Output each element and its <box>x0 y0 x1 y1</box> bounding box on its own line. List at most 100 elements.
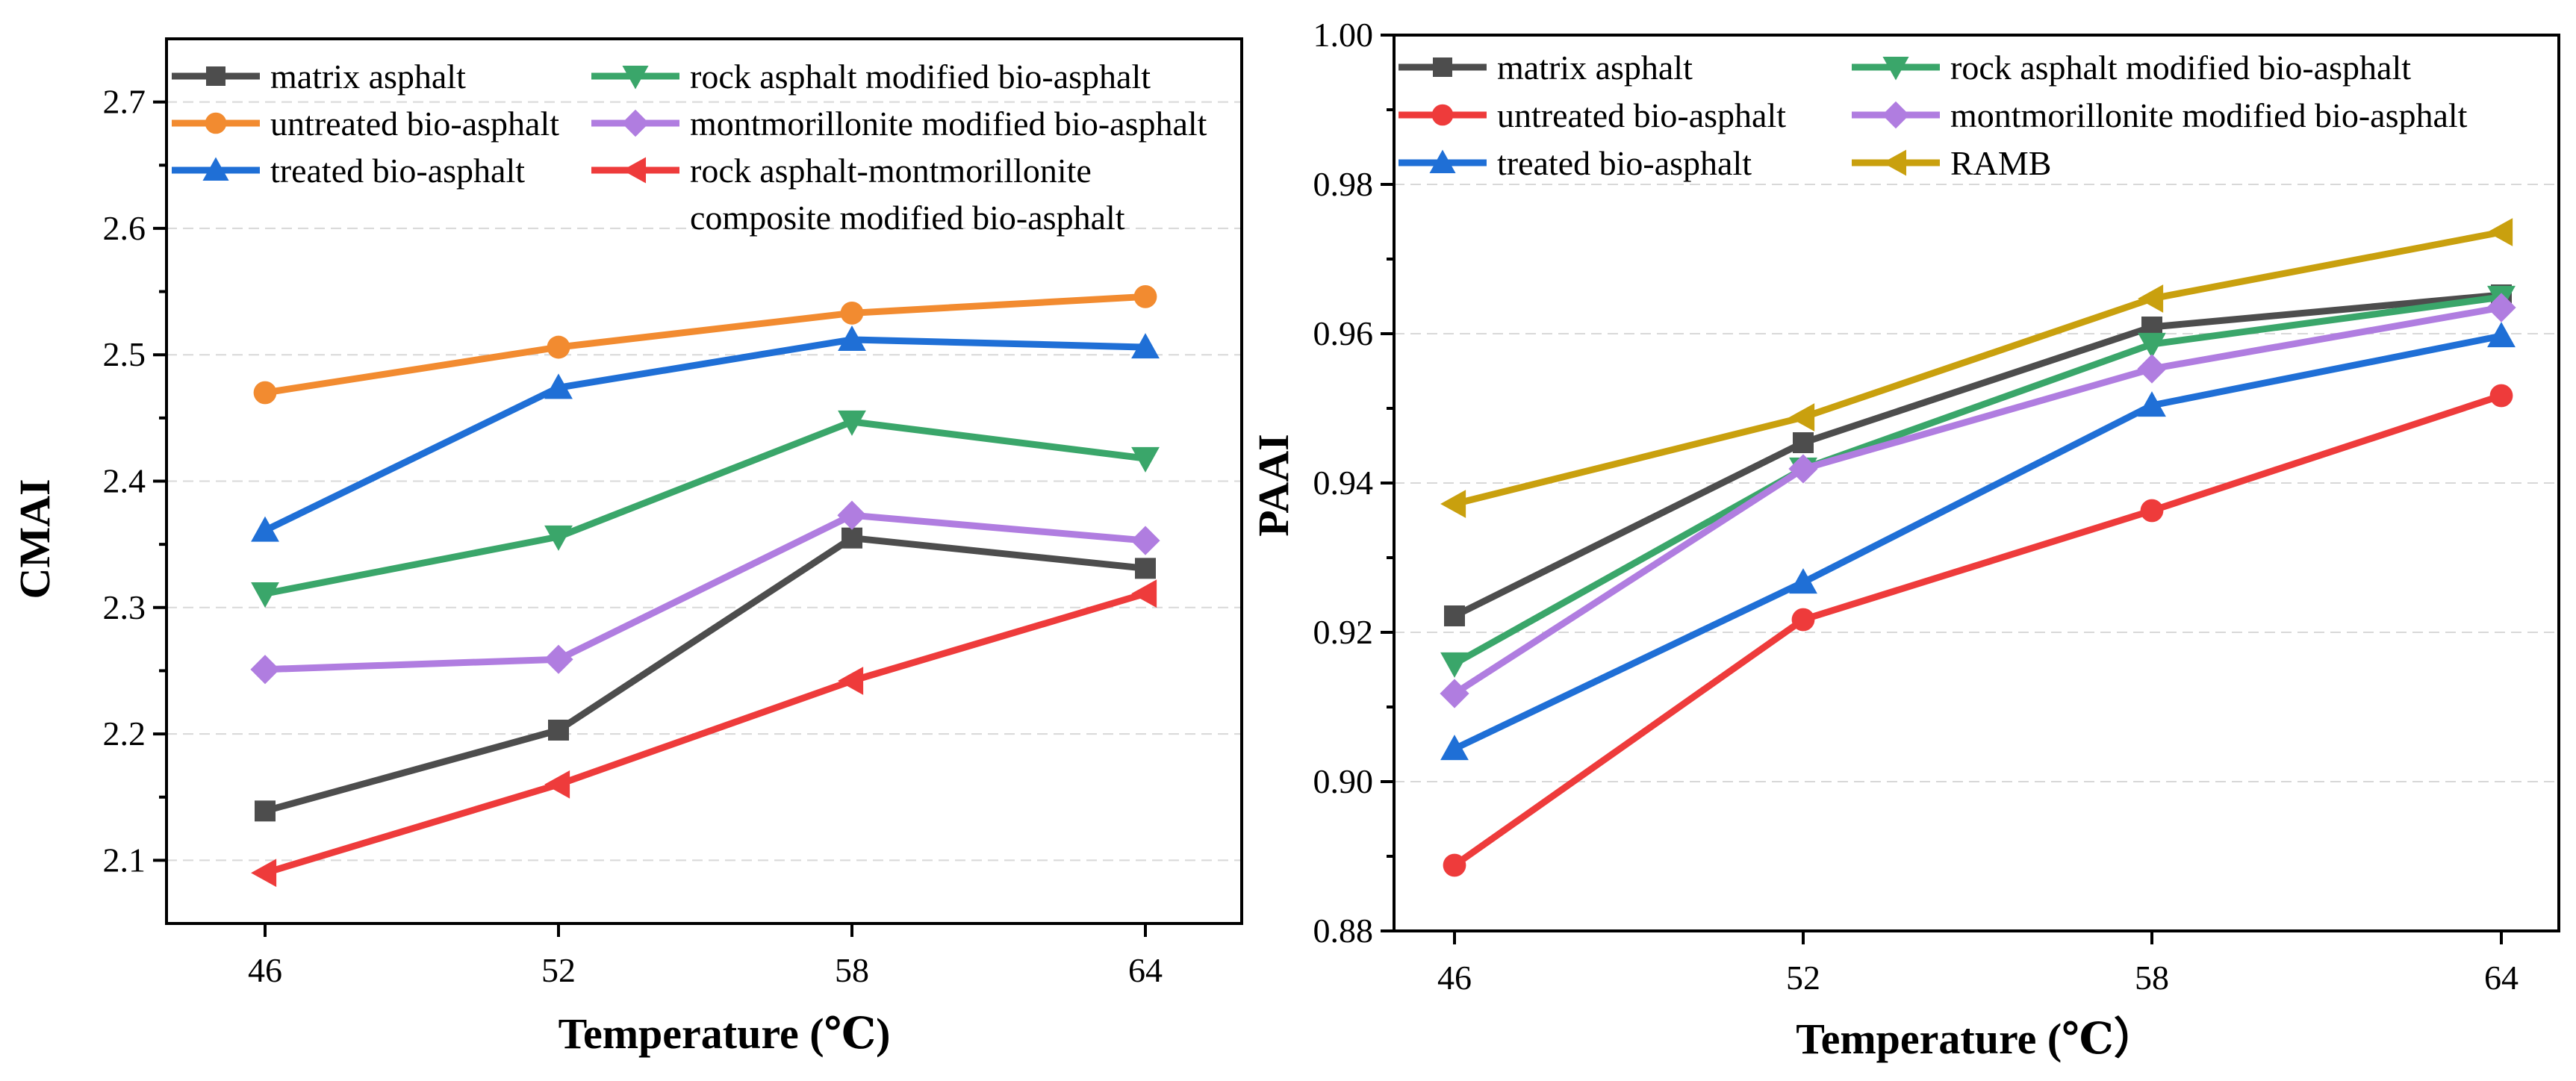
y-tick-label: 0.92 <box>1313 613 1374 651</box>
series-line <box>1452 293 2502 667</box>
series-line <box>1452 291 2502 620</box>
y-axis-title: PAAI <box>1249 434 1298 536</box>
legend-marker <box>206 66 225 86</box>
x-axis-title: Temperature (℃) <box>559 1009 891 1058</box>
data-point <box>1443 853 1466 877</box>
legend-marker <box>202 157 229 181</box>
series-line <box>264 535 1146 814</box>
series-treated-bio-asphalt <box>251 325 1160 542</box>
legend-marker <box>1433 57 1452 77</box>
data-point <box>544 770 570 799</box>
series-rock-asphalt-montmorillonite-composite-modified-bio-asphalt <box>251 579 1157 888</box>
legend-label: treated bio-asphalt <box>270 152 525 190</box>
series-line <box>264 293 1146 396</box>
series-ramb <box>1440 218 2513 518</box>
legend-label: rock asphalt-montmorillonite <box>690 152 1092 190</box>
data-point <box>838 667 864 695</box>
legend-marker <box>1882 101 1910 129</box>
x-tick-label: 64 <box>2484 959 2519 997</box>
data-point <box>1135 558 1156 579</box>
data-point <box>838 410 866 436</box>
data-point <box>2138 391 2166 417</box>
y-tick-label: 0.90 <box>1313 762 1374 800</box>
x-tick-label: 52 <box>541 951 576 989</box>
series-line <box>1452 304 2502 697</box>
data-point <box>1440 652 1469 678</box>
legend-marker <box>622 65 649 90</box>
data-point <box>2487 322 2516 348</box>
data-point <box>1440 490 1466 518</box>
legend-item-matrix-asphalt: matrix asphalt <box>1399 49 1693 87</box>
data-point <box>838 325 866 352</box>
series-rock-asphalt-modified-bio-asphalt <box>251 410 1160 608</box>
x-tick-label: 52 <box>1786 959 1820 997</box>
series-matrix-asphalt <box>255 527 1156 822</box>
paai-chart: 0.88 0.90 0.92 0.94 0.96 0.98 1.00 46 52 58 64 Tem… <box>1249 16 2560 1063</box>
legend-item-ramb: RAMB <box>1852 144 2051 182</box>
series-line <box>1453 228 2502 508</box>
data-point <box>1789 403 1815 432</box>
x-tick-label: 46 <box>248 951 282 989</box>
data-point <box>251 859 277 888</box>
data-point <box>548 719 569 741</box>
legend-marker <box>621 109 650 137</box>
cmai-chart: 2.1 2.2 2.3 2.4 2.5 2.6 2.7 46 52 58 64 Temperatur… <box>10 37 1243 1058</box>
data-point <box>1131 333 1160 359</box>
legend-item-montmorillonite-modified-bio-asphalt: montmorillonite modified bio-asphalt <box>1852 96 2468 134</box>
series-montmorillonite-modified-bio-asphalt <box>1440 293 2516 708</box>
legend-item-rock-asphalt-modified-bio-asphalt: rock asphalt modified bio-asphalt <box>1852 49 2411 87</box>
y-tick-label: 0.96 <box>1313 314 1374 352</box>
data-point <box>547 335 570 359</box>
legend-label: rock asphalt modified bio-asphalt <box>690 57 1151 96</box>
legend-marker <box>1429 149 1456 174</box>
data-point <box>2140 499 2164 523</box>
series-line <box>264 418 1146 597</box>
x-tick-label: 46 <box>1437 959 1472 997</box>
y-tick-label: 2.1 <box>103 841 146 879</box>
series-treated-bio-asphalt <box>1440 322 2516 761</box>
y-tick-label: 2.3 <box>103 588 146 626</box>
data-point <box>840 301 864 325</box>
y-tick-label: 1.00 <box>1313 16 1374 54</box>
series-untreated-bio-asphalt <box>253 284 1157 405</box>
data-point <box>544 525 573 551</box>
data-point <box>1791 608 1815 632</box>
data-point <box>2138 284 2164 313</box>
data-point <box>2137 354 2167 384</box>
data-point <box>837 500 867 530</box>
data-point <box>1440 735 1469 761</box>
legend-label: RAMB <box>1950 144 2051 182</box>
y-axis-title: CMAI <box>10 479 59 599</box>
legend-label: rock asphalt modified bio-asphalt <box>1950 49 2411 87</box>
legend-label: montmorillonite modified bio-asphalt <box>1950 96 2468 134</box>
data-point <box>544 373 573 399</box>
data-point <box>841 527 862 549</box>
legend-marker <box>1882 56 1909 81</box>
legend-item-rock-asphalt-modified-bio-asphalt: rock asphalt modified bio-asphalt <box>591 57 1151 96</box>
data-point <box>544 644 573 674</box>
legend-item-untreated-bio-asphalt: untreated bio-asphalt <box>172 105 559 143</box>
legend-item-treated-bio-asphalt: treated bio-asphalt <box>172 152 525 190</box>
y-tick-label: 2.2 <box>103 714 146 753</box>
data-point <box>2486 293 2516 323</box>
data-point <box>251 582 279 608</box>
legend-label: matrix asphalt <box>1497 49 1693 87</box>
data-point <box>1444 605 1465 626</box>
x-tick-label: 64 <box>1128 951 1163 989</box>
data-point <box>1789 568 1817 594</box>
y-tick-label: 2.7 <box>103 83 146 121</box>
legend-item-untreated-bio-asphalt: untreated bio-asphalt <box>1399 96 1786 134</box>
legend-marker <box>1882 149 1907 176</box>
legend-item-montmorillonite-modified-bio-asphalt: montmorillonite modified bio-asphalt <box>591 105 1207 143</box>
data-point <box>1131 446 1160 473</box>
data-point <box>2138 332 2166 358</box>
data-point <box>2489 384 2513 408</box>
x-tick-label: 58 <box>835 951 869 989</box>
legend-item-treated-bio-asphalt: treated bio-asphalt <box>1399 144 1752 182</box>
legend-label: treated bio-asphalt <box>1497 144 1752 182</box>
data-point <box>1788 454 1818 484</box>
legend-label: montmorillonite modified bio-asphalt <box>690 105 1207 143</box>
series-line <box>1453 332 2502 753</box>
